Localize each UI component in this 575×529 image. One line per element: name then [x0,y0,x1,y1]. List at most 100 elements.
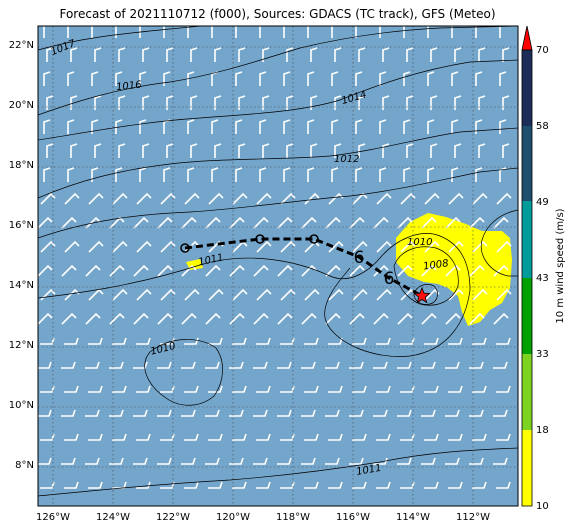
wind-barb [115,119,123,134]
wind-barb [253,264,269,277]
lon-tick-label: 124°W [96,512,130,523]
wind-barb [397,312,413,325]
wind-barb [403,167,411,182]
track-point-circle [309,234,319,244]
wind-barb [376,433,391,441]
wind-barb [160,240,176,253]
wind-barb [475,71,483,86]
wind-barb [238,95,246,110]
lat-tick-label: 22°N [9,40,34,51]
wind-barb [331,26,335,38]
wind-barb [349,216,365,229]
wind-barb [85,457,100,465]
colorbar-segment [522,201,532,278]
lat-tick-label: 16°N [9,220,34,231]
wind-barb [38,409,52,417]
wind-barb [208,192,224,205]
wind-barb [496,288,512,301]
wind-barb [163,71,171,86]
wind-barb [253,409,268,417]
wind-barb [166,47,174,62]
wind-barb [307,26,311,38]
wind-barb [325,264,341,277]
wind-barb [157,409,172,417]
wind-barb [448,240,464,253]
wind-barb [277,457,292,465]
wind-barb [181,457,196,465]
wind-barb [379,119,387,134]
wind-barb [184,433,199,441]
wind-barb [352,433,367,441]
wind-barb [307,71,315,86]
wind-barb [430,143,438,158]
wind-barb [112,433,127,441]
wind-barb [502,143,510,158]
wind-barb [88,337,103,345]
wind-barb [160,433,175,441]
wind-barb [214,47,222,62]
wind-barb [493,264,509,277]
wind-barb [91,119,99,134]
wind-barb [376,240,392,253]
wind-barb [406,47,414,62]
wind-barb [94,47,102,62]
wind-barb [232,337,247,345]
wind-barb [259,71,267,86]
wind-barb [253,216,269,229]
wind-barb [190,95,198,110]
wind-barb [328,288,344,301]
wind-barb [310,95,318,110]
wind-barb [85,361,100,369]
wind-barb [181,409,196,417]
wind-barb [352,337,367,345]
wind-barb [46,95,54,110]
wind-barb [352,288,368,301]
wind-barb [157,264,173,277]
wind-barb [301,264,317,277]
wind-barb [136,288,152,301]
wind-barb [469,409,484,417]
wind-barb [109,216,125,229]
wind-barb [334,47,342,62]
wind-barb [211,119,219,134]
wind-barb [307,119,315,134]
colorbar-tick: 33 [536,349,549,360]
wind-barb [157,312,173,325]
wind-barb [112,288,128,301]
wind-barb [133,457,148,465]
wind-barb [502,47,510,62]
wind-barb [355,26,359,38]
wind-barb [109,457,124,465]
wind-barb [403,119,411,134]
wind-barb [160,288,176,301]
wind-barb [373,409,388,417]
wind-barb [166,95,174,110]
wind-barb [67,167,75,182]
wind-barb [109,312,125,325]
contour-label: 1010 [407,237,432,248]
wind-barb [304,433,319,441]
wind-barb [376,288,392,301]
wind-barb [88,288,104,301]
map-title: Forecast of 2021110712 (f000), Sources: … [59,7,496,21]
lon-tick-labels: 126°W 124°W 122°W 120°W 118°W 116°W 114°… [36,512,490,523]
wind-barb [157,361,172,369]
wind-barb [352,240,368,253]
wind-barb [349,457,364,465]
wind-barb [190,47,198,62]
contour-label: 1016 [116,80,142,94]
wind-barb [139,26,143,38]
lat-tick-label: 18°N [9,160,34,171]
wind-barb [376,481,391,489]
map-frame [37,25,519,507]
wind-barb [421,216,437,229]
wind-barb [349,312,365,325]
contour-label: 1012 [334,154,359,165]
wind-barb [328,240,344,253]
wind-barb [163,26,167,38]
wind-barb [358,95,366,110]
wind-barb [376,337,391,345]
wind-barb [403,26,407,38]
wind-barb [355,167,363,182]
wind-barb [403,71,411,86]
